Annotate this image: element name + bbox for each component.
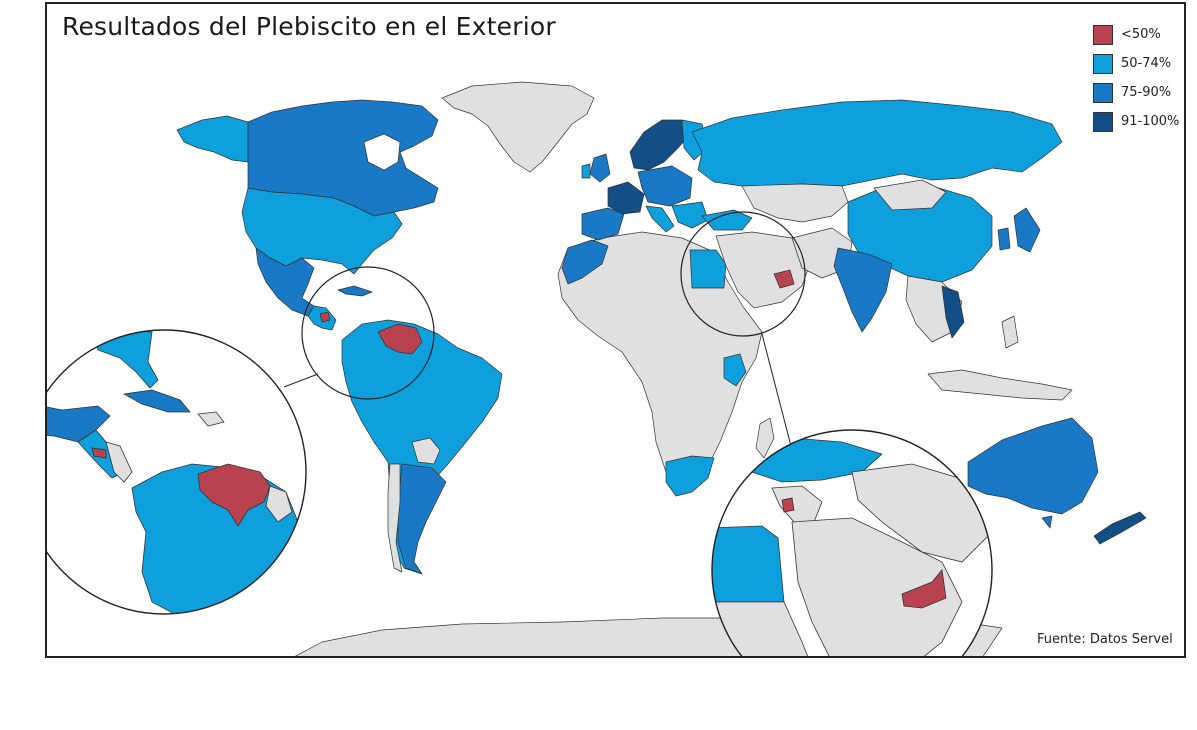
region-australia bbox=[967, 417, 1099, 515]
region-mongolia bbox=[873, 179, 947, 211]
region-ireland bbox=[581, 163, 591, 179]
legend-swatch bbox=[1093, 111, 1113, 132]
region-italy bbox=[645, 205, 675, 233]
map-frame bbox=[45, 2, 1186, 658]
legend-label: 75-90% bbox=[1121, 85, 1172, 100]
region-korea bbox=[997, 227, 1011, 251]
region-balkans bbox=[671, 201, 709, 229]
region-spain-portugal bbox=[581, 207, 625, 241]
map-title: Resultados del Plebiscito en el Exterior bbox=[62, 12, 556, 41]
legend-label: 50-74% bbox=[1121, 56, 1172, 71]
region-madagascar bbox=[755, 417, 775, 459]
region-nicaragua bbox=[319, 311, 331, 323]
region-france bbox=[607, 181, 645, 215]
legend-label: 91-100% bbox=[1121, 114, 1180, 129]
legend-item-75-90: 75-90% bbox=[1093, 78, 1179, 107]
region-greenland bbox=[441, 81, 595, 173]
world-map bbox=[176, 81, 1147, 656]
legend-swatch bbox=[1093, 82, 1113, 103]
region-philippines bbox=[1001, 315, 1019, 349]
region-chile bbox=[387, 463, 403, 573]
legend-item-91-100: 91-100% bbox=[1093, 107, 1179, 136]
region-kenya bbox=[723, 353, 747, 387]
region-uk bbox=[589, 153, 611, 183]
region-vietnam bbox=[941, 285, 965, 339]
region-new-zealand bbox=[1093, 511, 1147, 545]
region-antarctica bbox=[295, 617, 1003, 656]
region-argentina bbox=[397, 463, 447, 575]
region-hudson-bay bbox=[363, 133, 401, 171]
region-central-europe bbox=[637, 165, 693, 207]
region-indonesia bbox=[927, 369, 1073, 401]
region-india bbox=[833, 247, 893, 333]
region-alaska bbox=[176, 115, 249, 163]
region-cuba bbox=[337, 285, 373, 297]
region-bolivia bbox=[411, 437, 441, 465]
legend-label: <50% bbox=[1121, 27, 1161, 42]
legend: <50% 50-74% 75-90% 91-100% bbox=[1093, 20, 1179, 136]
region-central-asia bbox=[741, 183, 849, 223]
legend-item-50-74: 50-74% bbox=[1093, 49, 1179, 78]
legend-item-lt50: <50% bbox=[1093, 20, 1179, 49]
legend-swatch bbox=[1093, 53, 1113, 74]
region-tasmania bbox=[1041, 515, 1053, 529]
region-japan bbox=[1013, 207, 1041, 253]
source-note: Fuente: Datos Servel bbox=[1037, 632, 1173, 647]
legend-swatch bbox=[1093, 24, 1113, 45]
region-russia bbox=[691, 99, 1063, 189]
region-turkey bbox=[701, 209, 753, 231]
region-egypt bbox=[689, 249, 727, 289]
region-south-africa bbox=[665, 455, 715, 497]
region-morocco bbox=[561, 239, 609, 285]
